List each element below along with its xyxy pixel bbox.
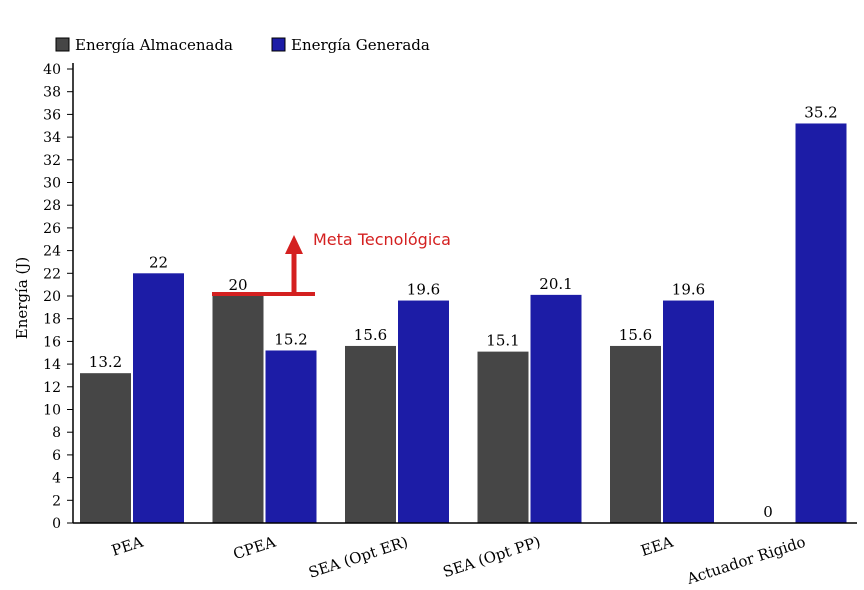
legend-label: Energía Generada: [291, 36, 430, 54]
bar-energ-a-almacenada-pea: [80, 373, 131, 523]
x-tick-label: Actuador Rigido: [684, 533, 808, 589]
x-tick-label: SEA (Opt PP): [441, 533, 543, 581]
bar-energ-a-almacenada-sea-opt-pp: [477, 351, 529, 523]
y-tick-label: 2: [52, 493, 61, 509]
y-tick-label: 26: [43, 221, 61, 237]
value-label: 13.2: [89, 353, 122, 371]
value-labels: 13.2 22 20 15.2 15.6 19.6 15.1 20.1 15.6 19.6 0 35.…: [89, 103, 838, 521]
y-tick-label: 24: [43, 244, 61, 260]
value-label: 0: [763, 503, 773, 521]
value-label: 20.1: [539, 275, 572, 293]
y-tick-label: 22: [43, 266, 61, 282]
legend-label: Energía Almacenada: [75, 36, 233, 54]
y-tick-label: 6: [52, 448, 61, 464]
bar-energ-a-generada-actuador-rigido: [795, 123, 847, 523]
bar-energ-a-generada-sea-opt-pp: [530, 294, 582, 523]
bar-energ-a-generada-sea-opt-er: [398, 300, 449, 523]
y-tick-label: 18: [43, 312, 61, 328]
x-tick-label: PEA: [109, 533, 145, 560]
y-tick-label: 38: [43, 85, 61, 101]
bar-energ-a-generada-pea: [133, 273, 184, 523]
y-tick-label: 14: [43, 357, 61, 373]
value-label: 15.2: [274, 330, 307, 348]
y-tick-label: 16: [43, 334, 61, 350]
y-tick-label: 34: [43, 130, 61, 146]
bars: [80, 123, 847, 523]
x-tick-label: EEA: [639, 533, 676, 560]
y-tick-label: 40: [43, 62, 61, 78]
value-label: 15.6: [354, 326, 387, 344]
y-axis-label: Energía (J): [13, 257, 31, 340]
y-tick-label: 30: [43, 176, 61, 192]
x-axis: PEA CPEA SEA (Opt ER) SEA (Opt PP) EEA Actuad…: [73, 522, 857, 589]
y-tick-label: 4: [52, 471, 61, 487]
y-tick-label: 28: [43, 198, 61, 214]
y-tick-label: 36: [43, 107, 61, 123]
y-tick-label: 32: [43, 153, 61, 169]
x-tick-label: SEA (Opt ER): [306, 533, 410, 582]
bar-energ-a-almacenada-sea-opt-er: [345, 345, 396, 523]
meta-arrow-icon: [285, 235, 303, 254]
bar-energ-a-generada-cpea: [265, 350, 317, 523]
bar-energ-a-generada-eea: [663, 300, 714, 523]
x-tick-label: CPEA: [231, 533, 278, 564]
bar-energ-a-almacenada-eea: [610, 345, 661, 523]
meta-label: Meta Tecnológica: [313, 230, 451, 249]
legend-swatch: [271, 37, 286, 52]
y-tick-label: 0: [52, 516, 61, 532]
value-label: 15.1: [486, 332, 519, 350]
y-tick-label: 20: [43, 289, 61, 305]
value-label: 19.6: [672, 281, 705, 299]
bar-energ-a-almacenada-cpea: [212, 296, 264, 523]
legend: Energía Almacenada Energía Generada: [55, 36, 430, 54]
y-tick-label: 10: [43, 403, 61, 419]
y-tick-label: 12: [43, 380, 61, 396]
annotation: Meta Tecnológica: [212, 230, 451, 296]
value-label: 19.6: [407, 281, 440, 299]
y-tick-label: 8: [52, 425, 61, 441]
value-label: 35.2: [804, 103, 837, 121]
value-label: 22: [149, 253, 168, 271]
legend-swatch: [55, 37, 70, 52]
value-label: 20: [228, 276, 247, 294]
value-label: 15.6: [619, 326, 652, 344]
